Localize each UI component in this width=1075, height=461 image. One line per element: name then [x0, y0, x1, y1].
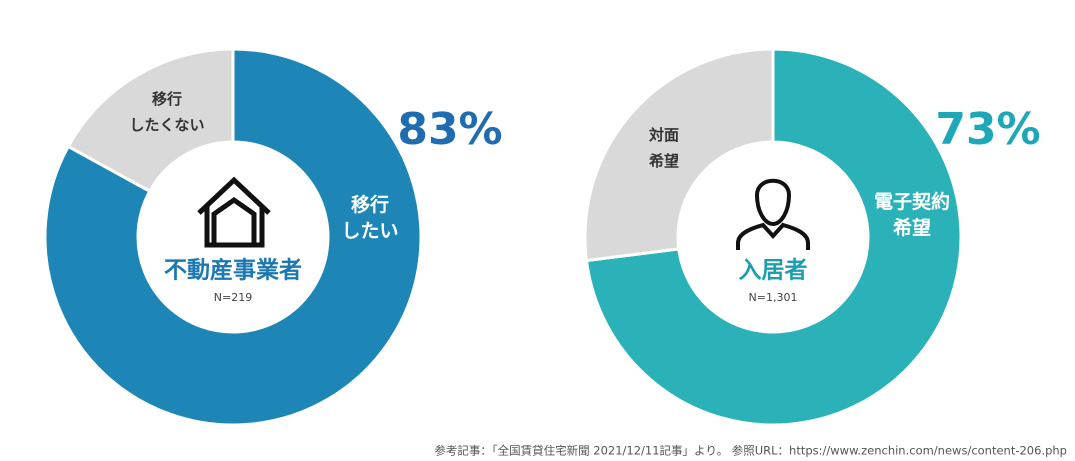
sample-size: N=219	[214, 291, 252, 304]
donut-segment	[583, 47, 775, 263]
segment-label: 対面希望	[648, 126, 679, 170]
sample-size: N=1,301	[749, 291, 798, 304]
donut-segment	[584, 47, 963, 427]
source-note: 参考記事：「全国賃貸住宅新聞 2021/12/11記事」より。 参照URL：ht…	[434, 444, 1067, 458]
donuts: 移行したい 移行したくない 83% 不動産事業者 N=219 電子契約希望 対面希望 73% 入…	[43, 47, 1041, 427]
person-icon	[736, 178, 810, 250]
donut-segment	[66, 47, 235, 194]
percent-label: 83%	[397, 104, 502, 155]
segment-label: 移行したくない	[129, 90, 204, 134]
donut-segment	[43, 47, 423, 427]
segment-label: 電子契約希望	[874, 190, 950, 239]
center-title: 入居者	[739, 258, 808, 284]
percent-label: 73%	[935, 104, 1040, 155]
center-title: 不動産事業者	[164, 257, 302, 284]
house-icon	[197, 176, 271, 248]
segment-label: 移行したい	[341, 193, 398, 242]
